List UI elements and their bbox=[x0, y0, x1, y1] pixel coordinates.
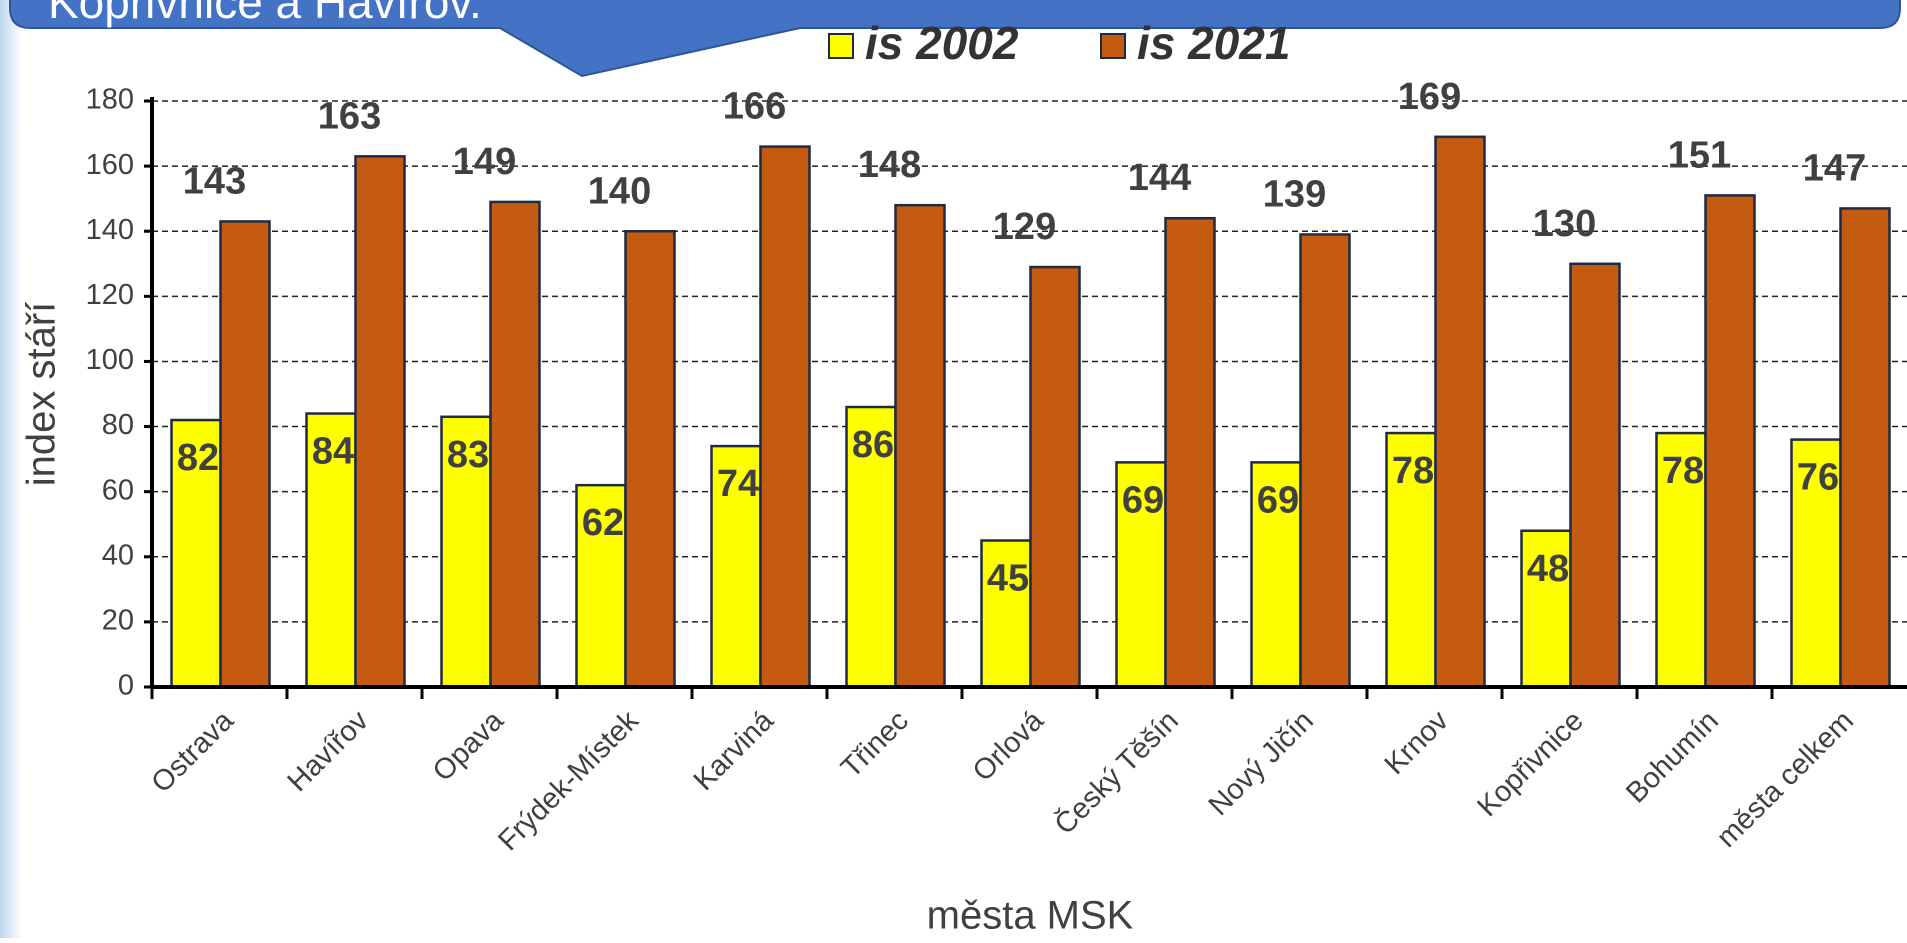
callout-box bbox=[9, 0, 1901, 78]
y-tick-label: 120 bbox=[86, 279, 134, 311]
data-label: 144 bbox=[1128, 157, 1191, 199]
y-tick-label: 80 bbox=[102, 409, 134, 441]
y-tick-label: 140 bbox=[86, 214, 134, 246]
data-label: 143 bbox=[183, 160, 246, 202]
legend-swatch bbox=[1100, 33, 1126, 59]
data-label: 74 bbox=[717, 463, 759, 505]
data-label: 82 bbox=[177, 437, 219, 479]
bar bbox=[1839, 207, 1891, 689]
x-tick-label: Bohumín bbox=[1620, 705, 1725, 810]
y-tick-label: 100 bbox=[86, 344, 134, 376]
data-label: 78 bbox=[1392, 450, 1434, 492]
y-tick-label: 60 bbox=[102, 474, 134, 506]
y-axis-label: index stáří bbox=[20, 302, 64, 487]
data-label: 86 bbox=[852, 424, 894, 466]
data-label: 147 bbox=[1803, 147, 1866, 189]
data-label: 139 bbox=[1263, 174, 1326, 216]
bar bbox=[1655, 431, 1707, 689]
x-tick-label: Karviná bbox=[688, 704, 781, 797]
bar bbox=[1029, 265, 1081, 689]
data-label: 48 bbox=[1527, 548, 1569, 590]
data-label: 130 bbox=[1533, 203, 1596, 245]
legend-label: is 2021 bbox=[1137, 17, 1290, 69]
data-label: 76 bbox=[1797, 457, 1839, 499]
bar bbox=[1434, 135, 1486, 689]
bar bbox=[1299, 233, 1351, 689]
data-label: 151 bbox=[1668, 134, 1731, 176]
bar bbox=[1569, 262, 1621, 689]
bar bbox=[624, 229, 676, 689]
legend-swatch bbox=[828, 33, 854, 59]
x-tick-label: Kopřivnice bbox=[1471, 705, 1589, 823]
data-label: 45 bbox=[987, 558, 1029, 600]
x-tick-label: Krnov bbox=[1379, 704, 1456, 781]
bar bbox=[759, 145, 811, 689]
x-tick-label: Orlová bbox=[967, 704, 1051, 788]
x-tick-label: Nový Jičín bbox=[1203, 705, 1320, 822]
data-label: 163 bbox=[318, 95, 381, 137]
x-tick-label: Havířov bbox=[282, 704, 376, 798]
y-tick-label: 20 bbox=[102, 605, 134, 637]
bar bbox=[1250, 461, 1302, 689]
bar bbox=[845, 405, 897, 689]
legend-label: is 2002 bbox=[865, 17, 1019, 69]
data-label: 140 bbox=[588, 170, 651, 212]
side-decoration bbox=[0, 0, 22, 938]
bar bbox=[894, 203, 946, 689]
data-label: 84 bbox=[312, 431, 354, 473]
y-tick-label: 0 bbox=[118, 670, 134, 702]
data-label: 69 bbox=[1122, 479, 1164, 521]
data-label: 83 bbox=[447, 434, 489, 476]
y-tick-label: 180 bbox=[86, 84, 134, 116]
bar bbox=[1704, 194, 1756, 689]
x-tick-label: Třinec bbox=[835, 705, 915, 785]
callout-text: Kopřivnice a Havířov. bbox=[48, 0, 482, 28]
bar bbox=[1164, 216, 1216, 689]
y-tick-label: 160 bbox=[86, 149, 134, 181]
x-tick-label: Ostrava bbox=[145, 704, 240, 799]
bar bbox=[575, 483, 627, 689]
x-tick-label: Český Těšín bbox=[1047, 703, 1185, 841]
x-tick-label: města celkem bbox=[1711, 705, 1860, 854]
x-tick-label: Opava bbox=[427, 704, 511, 788]
data-label: 148 bbox=[858, 144, 921, 186]
data-label: 166 bbox=[723, 86, 786, 128]
data-label: 169 bbox=[1398, 76, 1461, 118]
bar bbox=[980, 539, 1032, 689]
bar bbox=[440, 415, 492, 689]
x-axis-label: města MSK bbox=[927, 894, 1134, 938]
bar bbox=[1790, 438, 1842, 689]
bar bbox=[489, 200, 541, 689]
bar bbox=[354, 155, 406, 689]
data-label: 129 bbox=[993, 206, 1056, 248]
data-label: 69 bbox=[1257, 479, 1299, 521]
data-label: 149 bbox=[453, 141, 516, 183]
bar bbox=[1115, 461, 1167, 689]
bar bbox=[219, 220, 271, 689]
y-tick-label: 40 bbox=[102, 539, 134, 571]
x-tick-label: Frýdek-Místek bbox=[492, 704, 645, 857]
data-label: 62 bbox=[582, 502, 624, 544]
data-label: 78 bbox=[1662, 450, 1704, 492]
